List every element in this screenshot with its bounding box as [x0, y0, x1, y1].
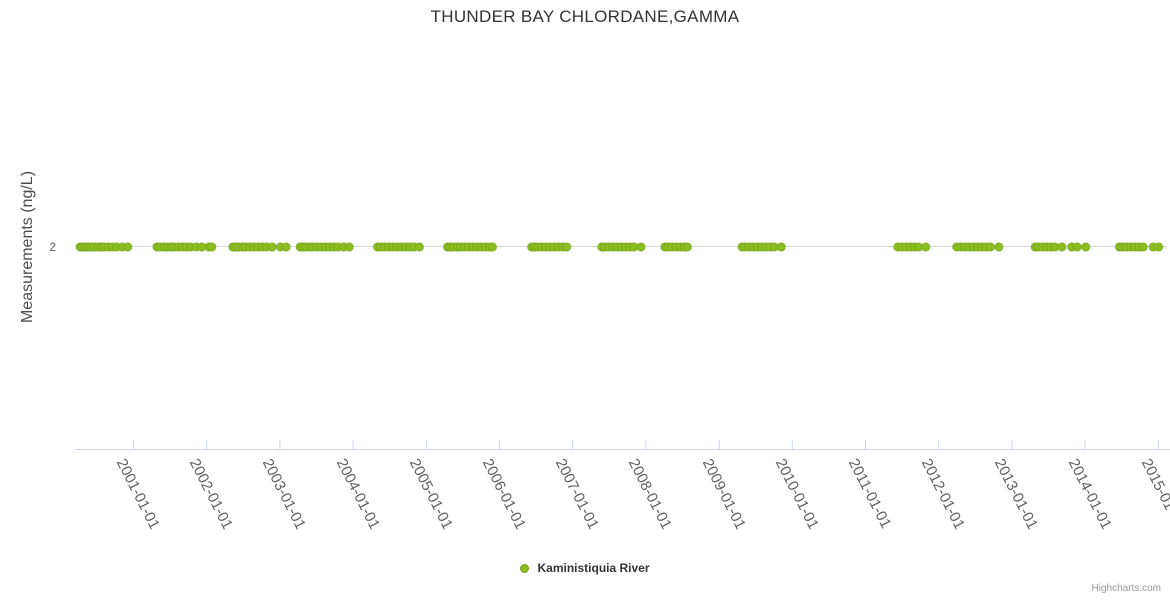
- scatter-point[interactable]: [776, 242, 786, 252]
- scatter-point[interactable]: [562, 242, 572, 252]
- scatter-point[interactable]: [1154, 242, 1164, 252]
- scatter-point[interactable]: [123, 242, 133, 252]
- scatter-point[interactable]: [1081, 242, 1091, 252]
- scatter-point[interactable]: [985, 242, 996, 252]
- legend-item[interactable]: Kaministiquia River: [0, 561, 1170, 575]
- chart-title: THUNDER BAY CHLORDANE,GAMMA: [430, 7, 740, 26]
- scatter-point[interactable]: [1057, 242, 1067, 252]
- scatter-point[interactable]: [414, 242, 424, 252]
- legend-label[interactable]: Kaministiquia River: [537, 561, 650, 575]
- scatter-point[interactable]: [344, 242, 354, 252]
- scatter-point[interactable]: [994, 242, 1004, 252]
- scatter-point[interactable]: [921, 242, 931, 252]
- highcharts-credit[interactable]: Highcharts.com: [1091, 583, 1161, 594]
- scatter-point[interactable]: [281, 242, 291, 252]
- scatter-point[interactable]: [487, 242, 498, 252]
- scatter-point[interactable]: [636, 242, 646, 252]
- scatter-point[interactable]: [267, 242, 277, 252]
- scatter-point[interactable]: [682, 242, 692, 252]
- legend-marker-icon: [520, 563, 530, 573]
- scatter-point[interactable]: [1072, 242, 1082, 252]
- scatter-point[interactable]: [207, 242, 217, 252]
- y-axis-tick-label: 2: [49, 240, 56, 254]
- scatter-point[interactable]: [1138, 242, 1148, 252]
